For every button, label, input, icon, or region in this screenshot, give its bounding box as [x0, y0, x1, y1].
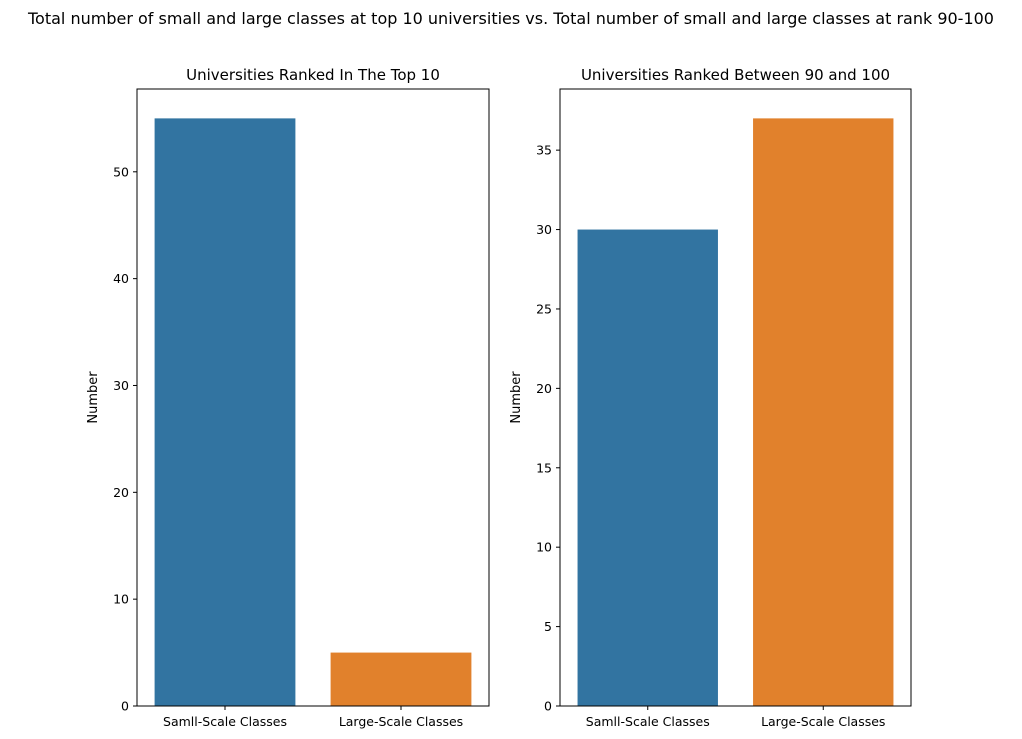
y-axis-label: Number: [86, 371, 101, 424]
chart-title: Universities Ranked In The Top 10: [186, 66, 440, 84]
y-tick-label: 0: [121, 699, 129, 714]
y-tick-label: 10: [113, 592, 129, 607]
y-tick-label: 0: [544, 699, 552, 714]
x-tick-label: Large-Scale Classes: [339, 714, 463, 729]
y-tick-label: 5: [544, 619, 552, 634]
bar-1: [577, 229, 718, 706]
axes-frame: [559, 88, 912, 707]
y-tick-label: 20: [536, 381, 552, 396]
y-axis-label: Number: [509, 371, 524, 424]
y-tick-label: 50: [113, 164, 129, 179]
y-tick-label: 30: [536, 222, 552, 237]
bar-2: [753, 118, 894, 706]
y-tick-label: 20: [113, 485, 129, 500]
axes-frame: [136, 88, 490, 707]
chart-panel-2: Universities Ranked Between 90 and 100 Sa…: [509, 66, 912, 729]
y-tick-label: 10: [536, 540, 552, 555]
figure-title: Total number of small and large classes …: [27, 9, 994, 28]
y-tick-label: 40: [113, 271, 129, 286]
x-tick-label: Large-Scale Classes: [761, 714, 885, 729]
bar-2: [330, 652, 472, 706]
bar-1: [154, 118, 296, 706]
x-tick-label: Samll-Scale Classes: [586, 714, 710, 729]
x-tick-label: Samll-Scale Classes: [163, 714, 287, 729]
chart-title: Universities Ranked Between 90 and 100: [581, 66, 890, 84]
y-tick-label: 15: [536, 460, 552, 475]
y-tick-label: 25: [536, 301, 552, 316]
y-tick-label: 30: [113, 378, 129, 393]
chart-panel-1: Universities Ranked In The Top 10 Samll-S…: [86, 66, 490, 729]
y-tick-label: 35: [536, 143, 552, 158]
